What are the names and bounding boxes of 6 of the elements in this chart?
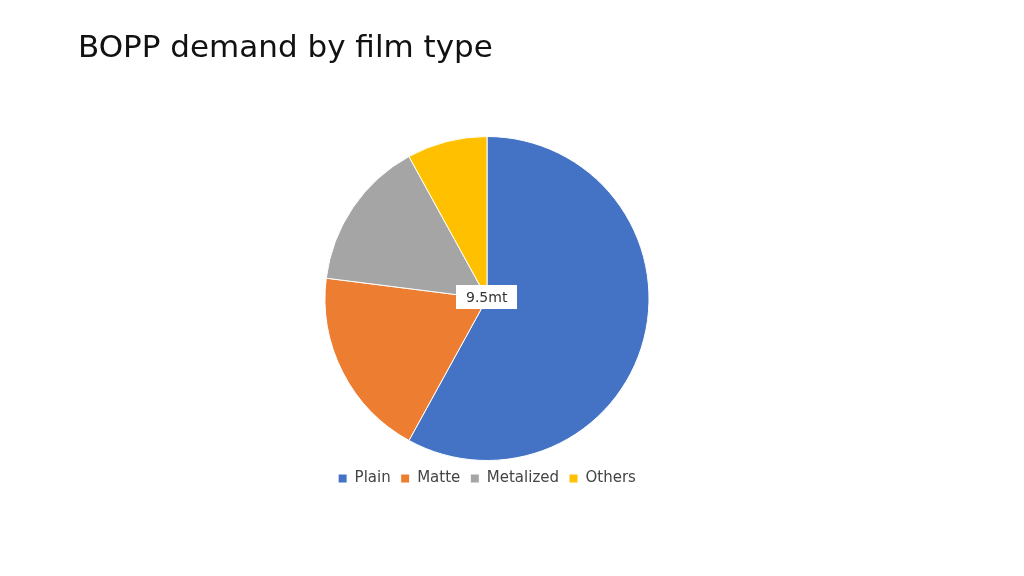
legend-label: Others (585, 468, 637, 487)
chart-title: BOPP demand by film type (78, 28, 493, 64)
legend-label: Matte (417, 468, 461, 487)
legend-label: Plain (354, 468, 391, 487)
legend-label: Metalized (486, 468, 559, 487)
text: 9.5mt (456, 285, 518, 309)
